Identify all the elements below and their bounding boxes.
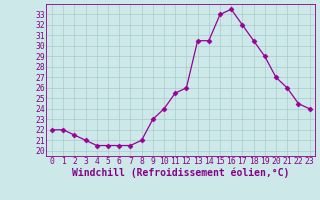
X-axis label: Windchill (Refroidissement éolien,°C): Windchill (Refroidissement éolien,°C) bbox=[72, 168, 290, 178]
